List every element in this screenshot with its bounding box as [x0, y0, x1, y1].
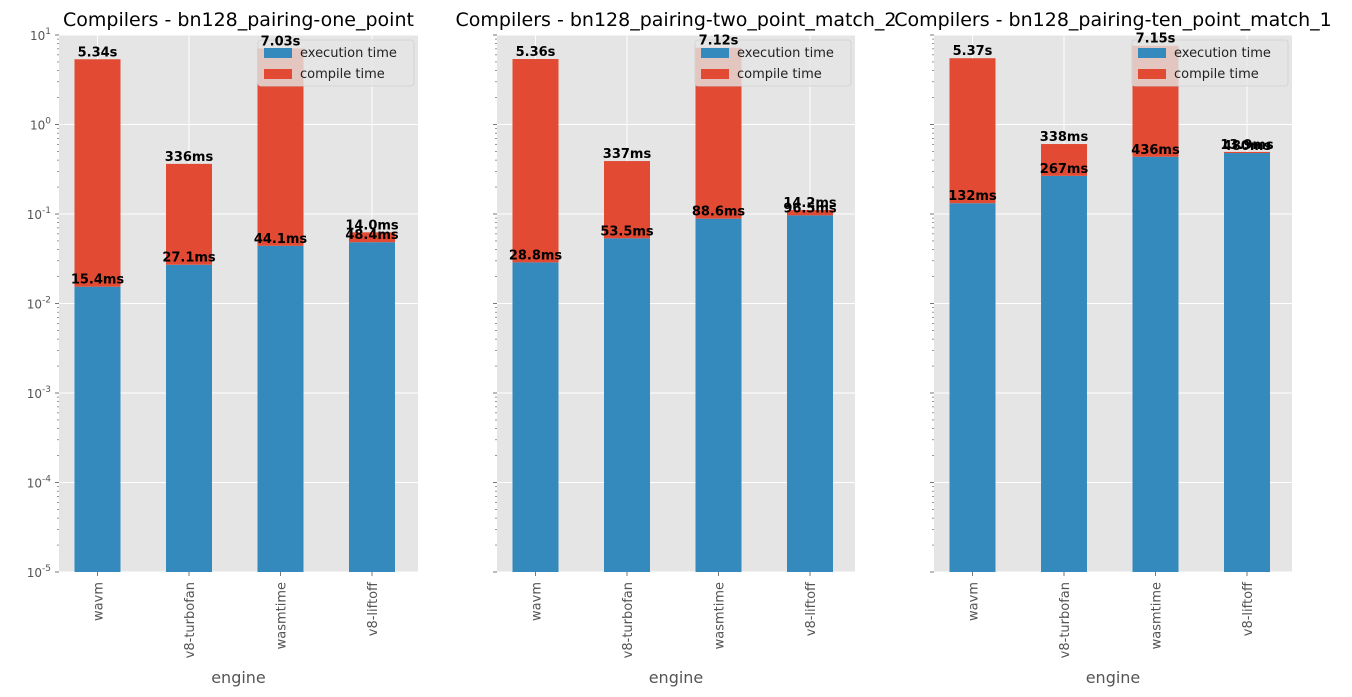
legend: execution time compile time: [694, 39, 852, 87]
chart-title: Compilers - bn128_pairing-ten_point_matc…: [894, 9, 1332, 31]
data-label-execution: 44.1ms: [254, 232, 308, 247]
x-tick-label: wasmtime: [713, 582, 728, 649]
x-tick-label: v8-liftoff: [366, 581, 381, 636]
bar-compile-v8-turbofan: [1041, 144, 1087, 176]
x-axis-label: engine: [649, 668, 704, 687]
x-tick-label: wasmtime: [1150, 582, 1165, 649]
bar-execution-v8-liftoff: [349, 242, 395, 572]
bar-compile-v8-turbofan: [166, 163, 212, 265]
data-label-execution: 436ms: [1131, 143, 1180, 158]
bar-execution-wasmtime: [1132, 156, 1179, 572]
bar-compile-wavm: [512, 59, 559, 263]
x-tick-label: wasmtime: [275, 582, 290, 649]
bar-execution-wavm: [74, 286, 121, 572]
x-tick-label: wavm: [967, 582, 982, 621]
bar-compile-v8-liftoff: [787, 210, 833, 216]
legend-box: [694, 39, 852, 87]
y-tick-label: 10-2: [27, 296, 51, 312]
bar-execution-v8-turbofan: [1041, 175, 1087, 572]
x-tick-label: v8-liftoff: [1241, 581, 1256, 636]
legend-box: [257, 39, 415, 87]
chart-panel-2: execution time compile time 28.8ms 5.36s 53.…: [456, 9, 897, 687]
bar-compile-v8-turbofan: [604, 161, 650, 239]
y-tick-label: 100: [30, 117, 51, 133]
bar-execution-v8-turbofan: [604, 238, 650, 573]
legend-label-compile: compile time: [1174, 67, 1259, 82]
x-axis-label: engine: [1086, 668, 1141, 687]
bar-execution-v8-turbofan: [166, 264, 212, 572]
bar-execution-wasmtime: [257, 245, 304, 572]
data-label-compile: 337ms: [603, 147, 652, 162]
data-label-compile: 14.2ms: [783, 196, 837, 211]
legend: execution time compile time: [1131, 39, 1289, 87]
data-label-execution: 53.5ms: [600, 224, 654, 239]
legend-swatch-compile: [264, 69, 292, 79]
data-label-execution: 48.4ms: [345, 228, 399, 243]
data-label-execution: 267ms: [1040, 162, 1089, 177]
chart-panel-1: 10-5 10-4 10-3 10-2 10-1 100 101 execution time…: [27, 9, 418, 687]
legend-box: [1131, 39, 1289, 87]
legend-swatch-execution: [701, 48, 729, 58]
y-tick-label: 10-3: [27, 385, 51, 401]
legend-label-execution: execution time: [737, 46, 834, 61]
bar-execution-wasmtime: [695, 218, 742, 572]
data-label-execution: 96.5ms: [783, 201, 837, 216]
data-label-execution: 27.1ms: [162, 251, 216, 266]
data-label-execution: 480ms: [1223, 139, 1272, 154]
data-label-compile: 14.0ms: [345, 218, 399, 233]
data-label-compile: 5.34s: [78, 45, 118, 60]
data-label-compile: 13.9ms: [1220, 138, 1274, 153]
bar-compile-wavm: [949, 58, 996, 204]
bar-execution-wavm: [512, 262, 559, 572]
data-label-compile: 7.15s: [1136, 32, 1176, 47]
data-label-execution: 28.8ms: [509, 248, 563, 263]
bar-execution-v8-liftoff: [1224, 153, 1270, 572]
y-minor-ticks: [932, 38, 934, 546]
chart-title: Compilers - bn128_pairing-two_point_matc…: [456, 9, 897, 31]
chart-panel-3: execution time compile time 132ms 5.37s 267m…: [894, 9, 1332, 687]
y-tick-label: 10-1: [27, 206, 51, 222]
bar-compile-v8-liftoff: [349, 232, 395, 243]
legend-label-execution: execution time: [300, 46, 397, 61]
data-label-compile: 7.03s: [261, 34, 301, 49]
data-label-compile: 338ms: [1040, 130, 1089, 145]
y-minor-ticks: [57, 38, 59, 546]
bar-compile-wavm: [74, 59, 121, 287]
data-label-compile: 5.37s: [953, 44, 993, 59]
data-label-compile: 336ms: [165, 150, 214, 165]
y-tick-label: 10-4: [27, 475, 52, 491]
data-label-compile: 5.36s: [516, 45, 556, 60]
data-label-execution: 132ms: [948, 189, 997, 204]
bar-execution-v8-liftoff: [787, 215, 833, 572]
x-tick-label: wavm: [92, 582, 107, 621]
legend-label-compile: compile time: [737, 67, 822, 82]
data-label-compile: 7.12s: [699, 34, 739, 49]
x-tick-label: v8-turbofan: [1058, 582, 1073, 658]
bar-compile-v8-liftoff: [1224, 151, 1270, 154]
y-tick-label: 101: [30, 27, 51, 43]
data-label-execution: 15.4ms: [71, 273, 125, 288]
legend-swatch-execution: [1138, 48, 1166, 58]
x-tick-label: v8-liftoff: [804, 581, 819, 636]
legend-label-compile: compile time: [300, 67, 385, 82]
legend-swatch-compile: [1138, 69, 1166, 79]
legend-swatch-execution: [264, 48, 292, 58]
legend-swatch-compile: [701, 69, 729, 79]
bar-execution-wavm: [949, 203, 996, 573]
x-tick-label: v8-turbofan: [183, 582, 198, 658]
y-tick-label: 10-5: [27, 564, 51, 580]
x-tick-label: v8-turbofan: [621, 582, 636, 658]
x-axis-label: engine: [211, 668, 266, 687]
x-tick-label: wavm: [530, 582, 545, 621]
chart-title: Compilers - bn128_pairing-one_point: [63, 9, 414, 31]
y-minor-ticks: [495, 38, 497, 546]
data-label-execution: 88.6ms: [692, 205, 746, 220]
legend: execution time compile time: [257, 39, 415, 87]
legend-label-execution: execution time: [1174, 46, 1271, 61]
